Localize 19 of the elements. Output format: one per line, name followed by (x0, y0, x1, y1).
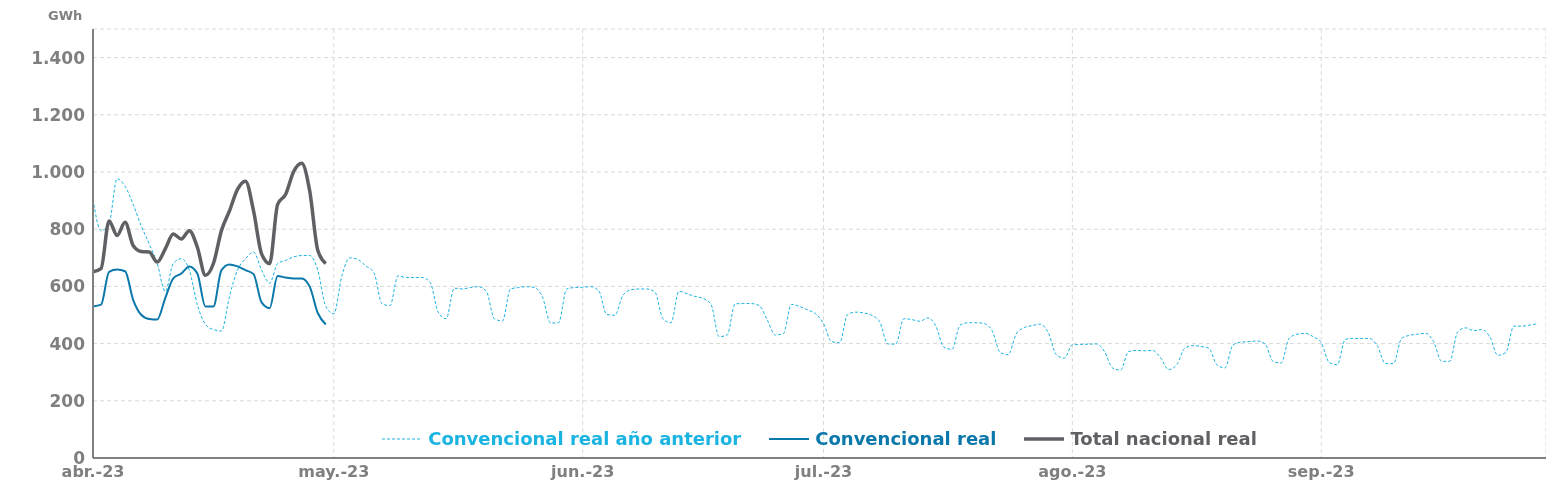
x-tick-label: jul.-23 (793, 462, 853, 482)
line-series (93, 178, 1539, 371)
y-tick-label: 200 (49, 390, 86, 411)
y-axis-title: GWh (48, 8, 83, 23)
y-tick-label: 1.000 (31, 162, 86, 183)
y-tick-label: 800 (49, 219, 86, 240)
line-series (93, 263, 327, 326)
y-tick-label: 1.200 (31, 104, 86, 125)
x-tick-label: may.-23 (298, 462, 370, 482)
line-series (93, 161, 328, 277)
legend-label: Convencional real año anterior (428, 428, 742, 449)
legend-label: Total nacional real (1070, 428, 1257, 449)
legend-label: Convencional real (815, 428, 997, 449)
x-tick-label: jun.-23 (550, 462, 615, 482)
x-tick-label: sep.-23 (1287, 462, 1355, 482)
y-tick-label: 1.400 (31, 47, 86, 68)
x-tick-label: ago.-23 (1038, 462, 1107, 482)
y-tick-label: 600 (49, 276, 86, 297)
y-tick-label: 400 (49, 333, 86, 354)
